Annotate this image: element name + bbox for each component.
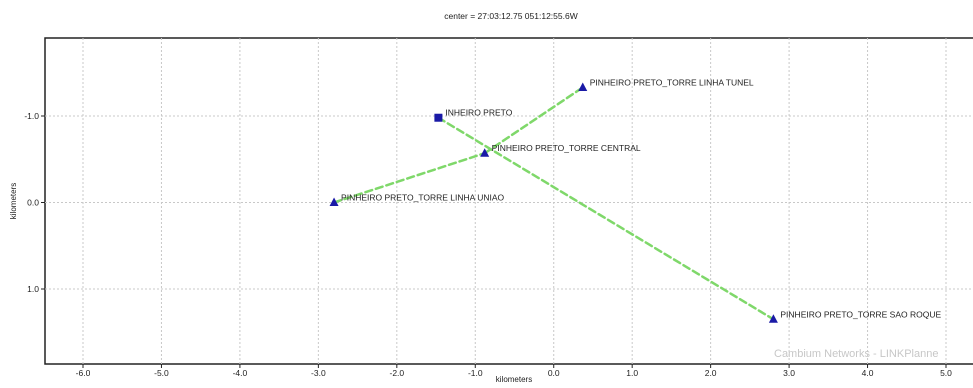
grid-layer	[45, 38, 973, 364]
x-tick-label: 4.0	[862, 368, 874, 378]
site-marker-square	[434, 113, 443, 122]
watermark: Cambium Networks - LINKPlanne	[774, 348, 938, 360]
x-axis-label: kilometers	[496, 375, 532, 383]
site-marker-triangle	[480, 148, 490, 157]
x-tick-label: -4.0	[233, 368, 248, 378]
y-tick-label: 0.0	[27, 198, 39, 208]
y-tick-label: -1.0	[24, 111, 39, 121]
site-label: PINHEIRO PRETO_TORRE LINHA TUNEL	[590, 77, 754, 87]
site-label: PINHEIRO PRETO_TORRE CENTRAL	[492, 143, 641, 153]
y-tick-label: 1.0	[27, 284, 39, 294]
plot-frame	[44, 37, 973, 365]
site-marker-triangle	[329, 197, 339, 206]
x-tick-label: 1.0	[626, 368, 638, 378]
marker-layer	[329, 82, 778, 323]
x-tick-label: 3.0	[783, 368, 795, 378]
x-tick-label: 5.0	[940, 368, 952, 378]
chart-title: center = 27:03:12.75 051:12:55.6W	[444, 11, 578, 21]
link-line	[437, 116, 775, 321]
site-label: PINHEIRO PRETO_TORRE SAO ROQUE	[780, 309, 941, 319]
x-tick-label: -1.0	[468, 368, 483, 378]
link-layer	[332, 86, 775, 321]
site-marker-triangle	[768, 314, 778, 323]
site-marker-triangle	[578, 82, 588, 91]
site-label: PINHEIRO PRETO_TORRE LINHA UNIAO	[341, 193, 504, 203]
x-tick-label: 0.0	[548, 368, 560, 378]
x-tick-label: -2.0	[389, 368, 404, 378]
y-axis-label: kilometers	[9, 183, 18, 219]
link-line	[332, 151, 486, 204]
x-tick-label: -3.0	[311, 368, 326, 378]
tick-layer: -6.0 -5.0 -4.0 -3.0 -2.0 -1.0 0.0 1.0 2.0 3.0 4.0 5…	[24, 111, 952, 378]
site-label: INHEIRO PRETO	[445, 108, 512, 118]
label-layer: INHEIRO PRETO PINHEIRO PRETO_TORRE LINHA …	[341, 77, 941, 319]
x-tick-label: -6.0	[76, 368, 91, 378]
link-line	[483, 86, 585, 155]
x-tick-label: 2.0	[705, 368, 717, 378]
x-tick-label: -5.0	[154, 368, 169, 378]
